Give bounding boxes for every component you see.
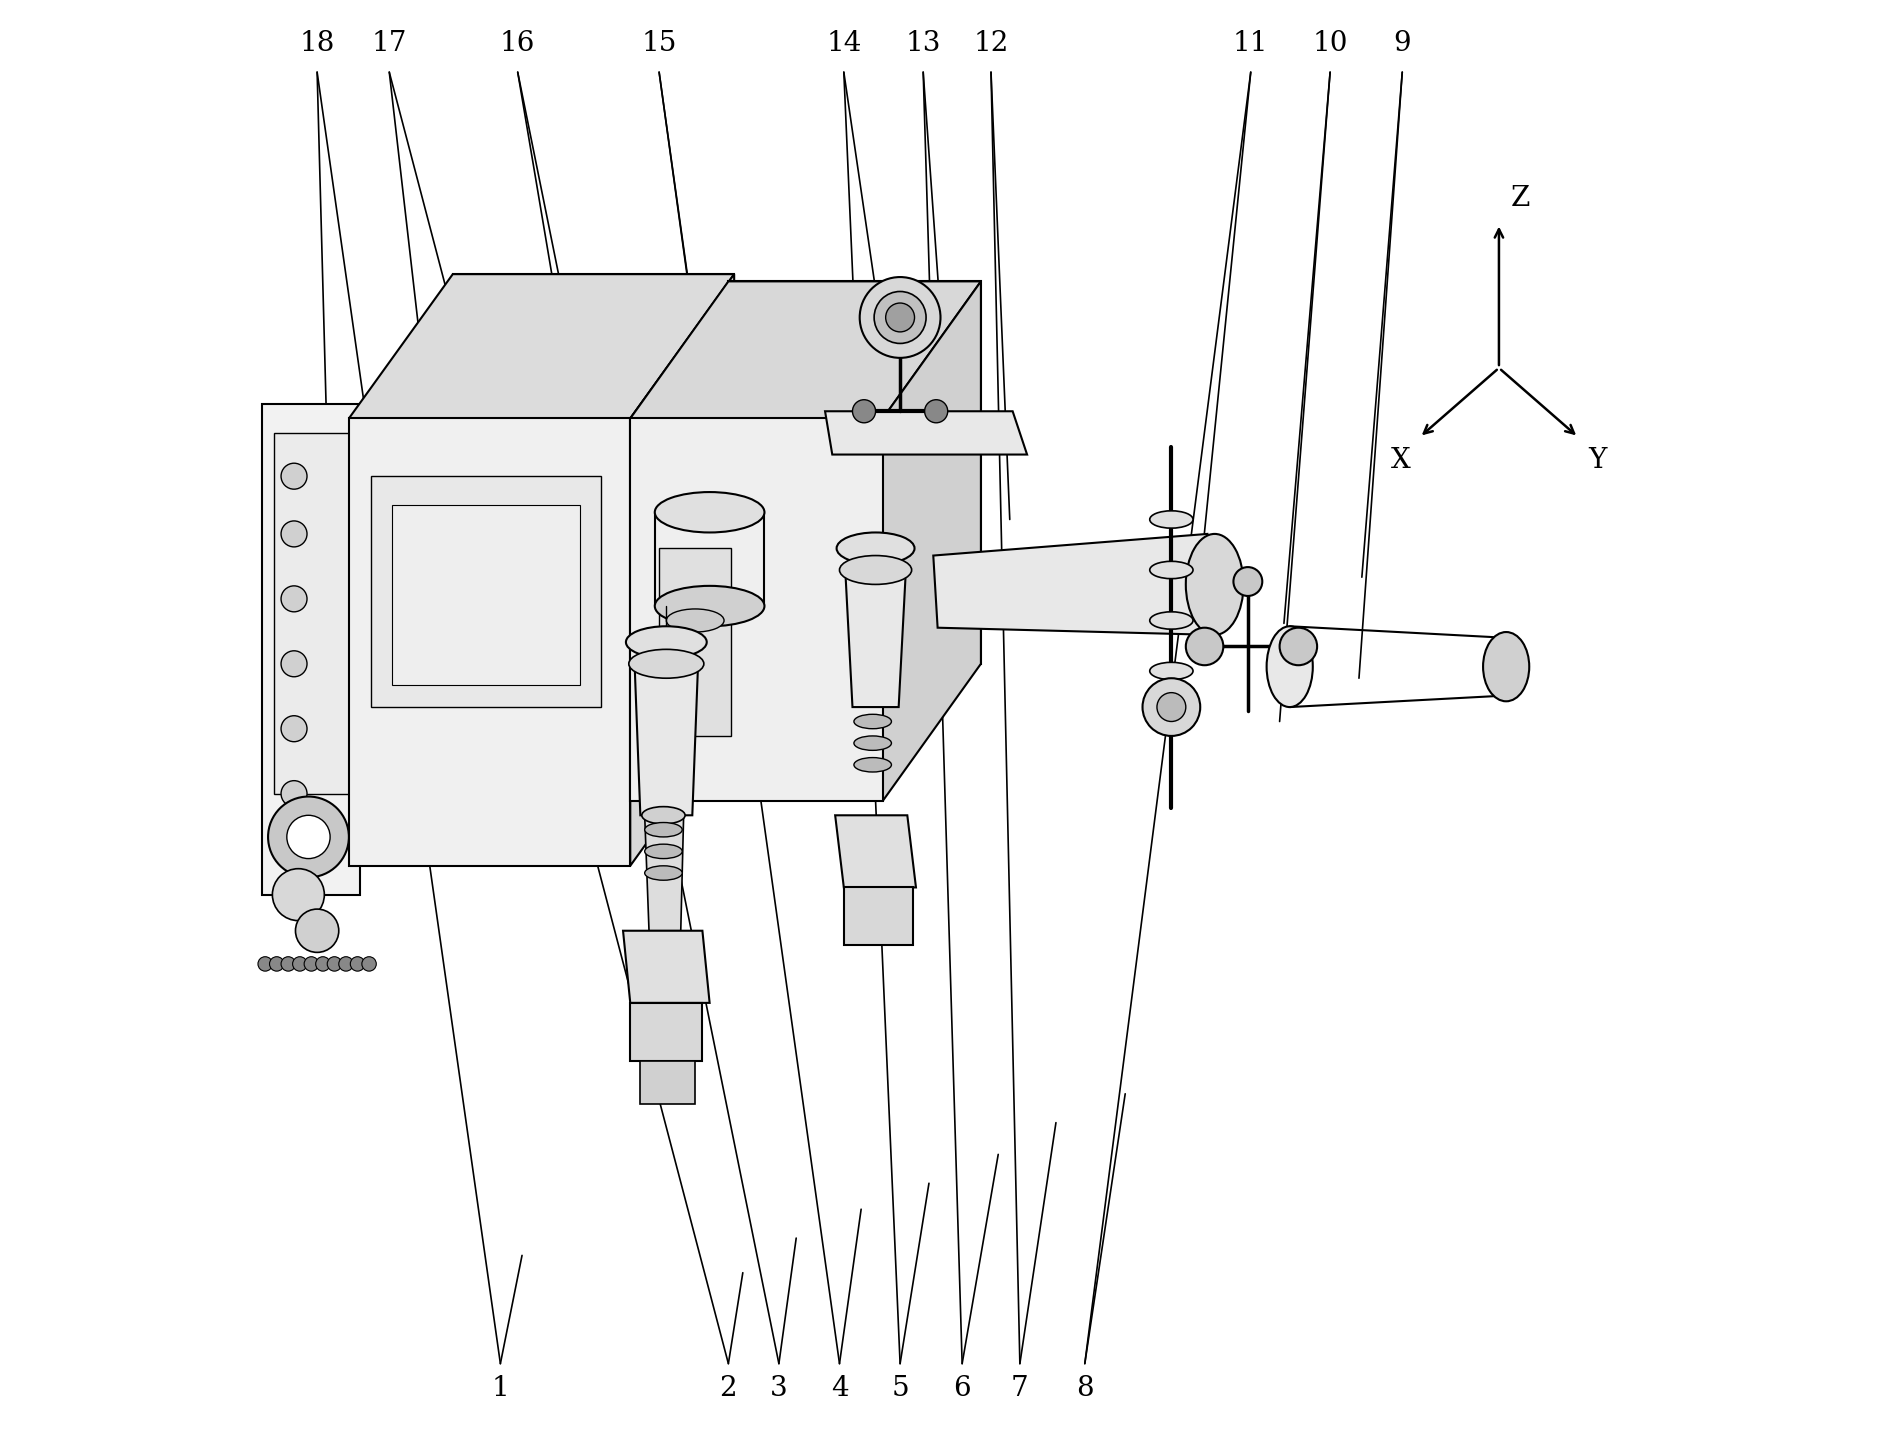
Circle shape xyxy=(280,463,306,489)
Text: 18: 18 xyxy=(299,30,335,56)
Ellipse shape xyxy=(1149,612,1192,629)
Ellipse shape xyxy=(654,586,763,626)
Polygon shape xyxy=(453,274,733,722)
Polygon shape xyxy=(622,931,709,1003)
Circle shape xyxy=(280,957,295,971)
Circle shape xyxy=(269,797,348,877)
Polygon shape xyxy=(630,418,882,801)
Text: 17: 17 xyxy=(372,30,406,56)
Ellipse shape xyxy=(837,532,914,564)
Text: 2: 2 xyxy=(720,1375,737,1401)
Polygon shape xyxy=(630,281,979,418)
Circle shape xyxy=(1184,628,1222,665)
Text: 10: 10 xyxy=(1312,30,1348,56)
Text: 3: 3 xyxy=(769,1375,788,1401)
Text: 5: 5 xyxy=(891,1375,908,1401)
Circle shape xyxy=(925,400,948,423)
Bar xyxy=(844,887,912,945)
Circle shape xyxy=(327,957,342,971)
Polygon shape xyxy=(844,570,906,707)
Ellipse shape xyxy=(838,556,912,584)
Polygon shape xyxy=(932,534,1214,635)
Bar xyxy=(639,1061,696,1104)
Ellipse shape xyxy=(854,758,891,772)
Ellipse shape xyxy=(1184,534,1243,635)
Circle shape xyxy=(286,815,329,859)
Polygon shape xyxy=(634,664,697,815)
Text: 7: 7 xyxy=(1010,1375,1028,1401)
Circle shape xyxy=(280,586,306,612)
Ellipse shape xyxy=(645,866,682,880)
Polygon shape xyxy=(348,274,733,418)
Ellipse shape xyxy=(626,626,707,658)
Text: Z: Z xyxy=(1510,185,1528,212)
Circle shape xyxy=(859,277,940,358)
Circle shape xyxy=(852,400,874,423)
Circle shape xyxy=(338,957,353,971)
Circle shape xyxy=(295,909,338,952)
Text: 16: 16 xyxy=(500,30,536,56)
Polygon shape xyxy=(261,404,361,895)
Polygon shape xyxy=(882,281,979,801)
Circle shape xyxy=(280,716,306,742)
Circle shape xyxy=(280,651,306,677)
Ellipse shape xyxy=(645,844,682,859)
Polygon shape xyxy=(391,505,579,685)
Ellipse shape xyxy=(854,714,891,729)
Circle shape xyxy=(350,957,365,971)
Circle shape xyxy=(293,957,306,971)
Ellipse shape xyxy=(1481,632,1528,701)
Ellipse shape xyxy=(1265,626,1312,707)
Text: 6: 6 xyxy=(953,1375,970,1401)
Ellipse shape xyxy=(645,823,682,837)
Circle shape xyxy=(1278,628,1316,665)
Circle shape xyxy=(280,521,306,547)
Ellipse shape xyxy=(1149,662,1192,680)
Ellipse shape xyxy=(654,492,763,532)
Text: 11: 11 xyxy=(1231,30,1267,56)
Text: 15: 15 xyxy=(641,30,677,56)
Circle shape xyxy=(316,957,329,971)
Text: X: X xyxy=(1389,447,1410,475)
Circle shape xyxy=(258,957,273,971)
Ellipse shape xyxy=(1149,511,1192,528)
Ellipse shape xyxy=(666,609,724,632)
Ellipse shape xyxy=(854,736,891,750)
Polygon shape xyxy=(835,815,916,887)
Ellipse shape xyxy=(641,807,684,824)
Circle shape xyxy=(273,869,323,921)
Text: 12: 12 xyxy=(972,30,1008,56)
Polygon shape xyxy=(370,476,602,707)
Text: 9: 9 xyxy=(1393,30,1410,56)
Polygon shape xyxy=(825,411,1026,455)
Polygon shape xyxy=(348,418,630,866)
Text: 8: 8 xyxy=(1075,1375,1092,1401)
Circle shape xyxy=(885,303,914,332)
Text: 4: 4 xyxy=(831,1375,848,1401)
Circle shape xyxy=(1156,693,1184,722)
Text: 14: 14 xyxy=(825,30,861,56)
Circle shape xyxy=(874,291,925,343)
Polygon shape xyxy=(658,548,731,736)
Polygon shape xyxy=(645,815,682,931)
Circle shape xyxy=(1233,567,1261,596)
Circle shape xyxy=(305,957,318,971)
Polygon shape xyxy=(630,274,733,866)
Circle shape xyxy=(1141,678,1199,736)
Text: 13: 13 xyxy=(904,30,940,56)
Circle shape xyxy=(280,781,306,807)
Text: Y: Y xyxy=(1587,447,1606,475)
Ellipse shape xyxy=(1149,561,1192,579)
Bar xyxy=(630,1003,701,1061)
Text: 1: 1 xyxy=(491,1375,509,1401)
Circle shape xyxy=(361,957,376,971)
Circle shape xyxy=(269,957,284,971)
Polygon shape xyxy=(728,281,979,664)
Ellipse shape xyxy=(628,649,703,678)
Polygon shape xyxy=(274,433,348,794)
